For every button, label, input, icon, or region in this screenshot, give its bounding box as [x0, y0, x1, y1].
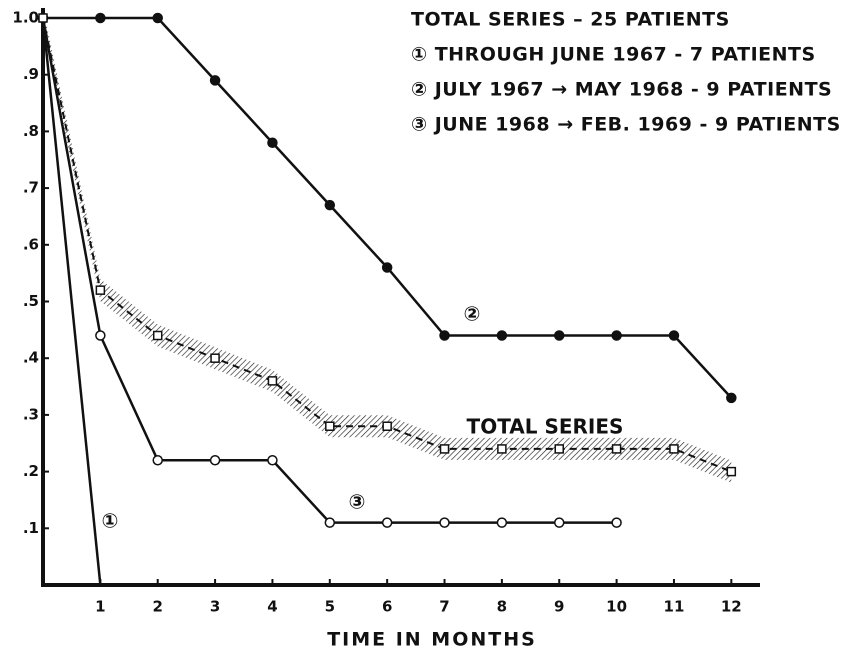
hatched-band [43, 7, 732, 483]
point [152, 12, 163, 24]
point [611, 330, 622, 341]
y-tick-label: .4 [23, 349, 39, 367]
y-tick-label: .5 [23, 292, 39, 310]
point [267, 376, 278, 386]
series-label: TOTAL SERIES [467, 415, 624, 439]
y-tick-label: .8 [23, 122, 39, 140]
point [325, 421, 335, 431]
legend-text: TOTAL SERIES – 25 PATIENTS [411, 9, 730, 31]
point [439, 444, 450, 454]
series-label: ② [464, 302, 481, 326]
point [553, 330, 565, 341]
legend-text: ② JULY 1967 → MAY 1968 - 9 PATIENTS [411, 79, 832, 101]
point [496, 330, 508, 341]
point [152, 455, 163, 466]
x-tick-label: 8 [497, 598, 507, 616]
x-tick-label: 10 [606, 598, 627, 616]
point [554, 444, 564, 454]
point [95, 330, 106, 341]
x-tick-label: 4 [267, 598, 277, 616]
point [324, 517, 336, 528]
point [726, 466, 737, 477]
point [668, 330, 680, 341]
legend-text: ① THROUGH JUNE 1967 - 7 PATIENTS [411, 44, 816, 66]
point [38, 13, 48, 23]
x-tick-label: 5 [325, 598, 335, 616]
x-tick-label: 3 [210, 598, 220, 616]
legend-text: ③ JUNE 1968 → FEB. 1969 - 9 PATIENTS [411, 114, 841, 136]
point [209, 75, 221, 86]
x-axis-label: TIME IN MONTHS [327, 629, 537, 651]
point [381, 262, 393, 273]
point [611, 517, 622, 528]
y-tick-label: 1.0 [12, 9, 39, 27]
series-line [41, 17, 102, 586]
point [726, 392, 737, 404]
point [669, 444, 679, 454]
point [95, 285, 106, 295]
point [95, 12, 106, 24]
point [152, 330, 163, 341]
y-tick-label: .1 [23, 519, 39, 537]
point [553, 517, 565, 528]
y-tick-label: .6 [23, 235, 39, 253]
x-tick-label: 7 [439, 598, 449, 616]
y-tick-label: .9 [23, 65, 39, 83]
point [497, 444, 507, 454]
x-tick-label: 1 [95, 598, 105, 616]
point [210, 353, 220, 363]
point [324, 199, 336, 211]
series-label: ① [102, 509, 119, 533]
point [496, 517, 508, 528]
x-tick-label: 11 [664, 598, 685, 616]
y-tick-label: .2 [23, 462, 39, 480]
point [209, 455, 221, 466]
point [267, 137, 278, 148]
point [439, 330, 450, 341]
point [439, 517, 450, 528]
x-tick-label: 9 [554, 598, 564, 616]
series-label: ③ [349, 490, 366, 514]
x-tick-label: 2 [153, 598, 163, 616]
x-tick-label: 6 [382, 598, 392, 616]
point [611, 444, 622, 454]
point [382, 421, 392, 431]
x-tick-label: 12 [721, 598, 742, 616]
y-tick-label: .7 [23, 179, 39, 197]
series-line [43, 16, 733, 399]
point [267, 455, 278, 466]
point [381, 517, 393, 528]
y-tick-label: .3 [23, 405, 39, 423]
